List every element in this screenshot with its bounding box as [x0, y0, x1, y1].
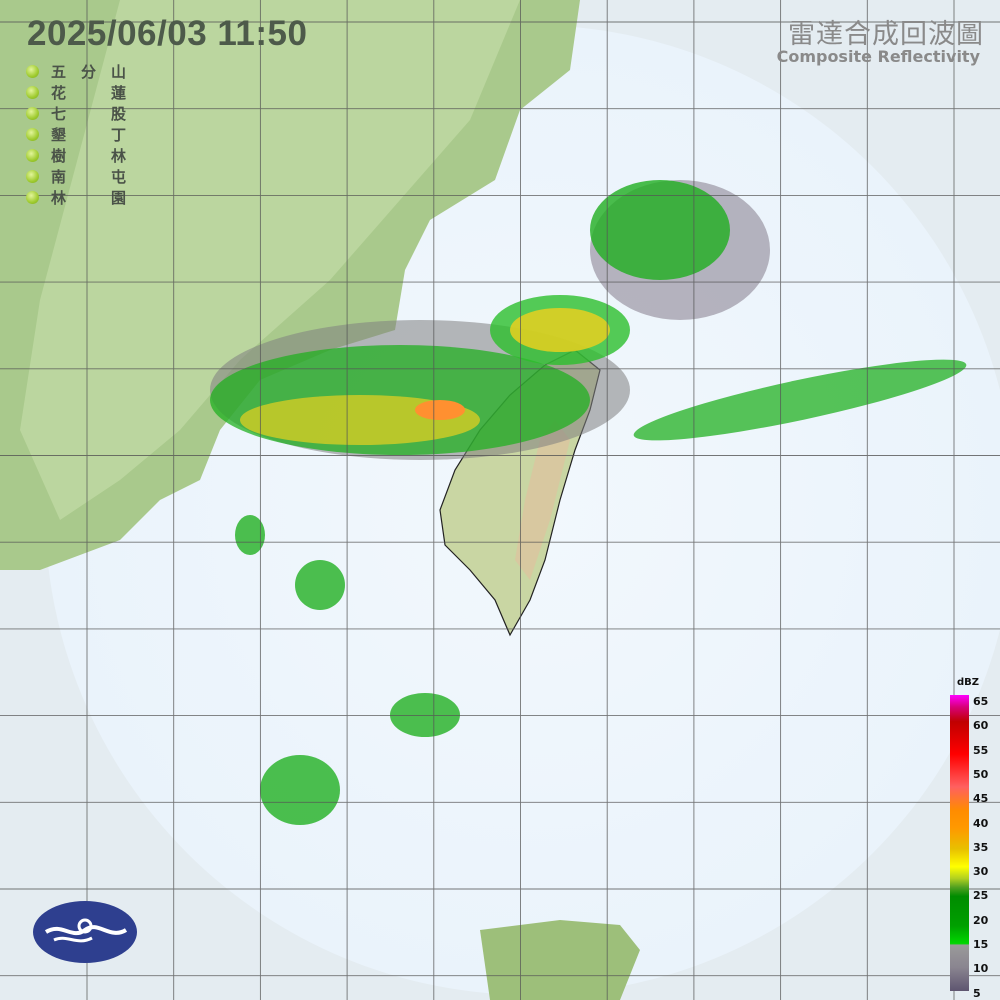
station-name-last: 山 [110, 63, 126, 81]
station-name-first: 墾 [51, 126, 67, 144]
title-chinese: 雷達合成回波圖 [788, 19, 984, 50]
radar-station: 墾丁 [26, 124, 126, 145]
colorbar [950, 695, 969, 991]
station-dot-icon [26, 128, 39, 141]
colorbar-tick: 30 [973, 865, 989, 879]
station-name-last: 丁 [110, 126, 126, 144]
station-name-first: 五 [51, 63, 67, 81]
station-name-last: 股 [110, 105, 126, 123]
station-dot-icon [26, 149, 39, 162]
radar-station: 花蓮 [26, 82, 126, 103]
station-name-first: 林 [51, 189, 67, 207]
station-name-first: 南 [51, 168, 67, 186]
land-luzon [480, 920, 640, 1000]
cwa-logo [33, 901, 137, 963]
radar-station: 樹林 [26, 145, 126, 166]
colorbar-tick: 20 [973, 913, 989, 927]
timestamp: 2025/06/03 11:50 [27, 14, 308, 53]
radar-station: 五分山 [26, 61, 126, 82]
colorbar-tick: 5 [973, 986, 981, 1000]
colorbar-unit: dBZ [957, 677, 980, 688]
colorbar-tick: 10 [973, 962, 989, 976]
station-name-last: 屯 [110, 168, 126, 186]
colorbar-tick: 55 [973, 743, 989, 757]
colorbar-tick: 65 [973, 695, 989, 708]
colorbar-tick: 50 [973, 767, 989, 781]
colorbar-tick: 40 [973, 816, 989, 830]
radar-station: 林園 [26, 187, 126, 208]
station-name-last: 園 [110, 189, 126, 207]
station-name-last: 蓮 [110, 84, 126, 102]
station-dot-icon [26, 107, 39, 120]
station-name-last: 林 [110, 147, 126, 165]
station-name-first: 樹 [51, 147, 67, 165]
precipitation [210, 180, 967, 825]
station-dot-icon [26, 65, 39, 78]
radar-station-list: 五分山花蓮七股墾丁樹林南屯林園 [26, 61, 126, 208]
station-name-first: 花 [51, 84, 67, 102]
station-name-mid: 分 [80, 63, 96, 81]
colorbar-tick: 45 [973, 792, 989, 806]
station-name-first: 七 [51, 105, 67, 123]
colorbar-tick: 60 [973, 719, 989, 733]
station-dot-icon [26, 86, 39, 99]
colorbar-tick: 35 [973, 840, 989, 854]
radar-station: 南屯 [26, 166, 126, 187]
station-dot-icon [26, 170, 39, 183]
colorbar-tick: 25 [973, 889, 989, 903]
title-english: Composite Reflectivity [776, 47, 980, 66]
radar-station: 七股 [26, 103, 126, 124]
colorbar-tick: 15 [973, 938, 989, 951]
station-dot-icon [26, 191, 39, 204]
